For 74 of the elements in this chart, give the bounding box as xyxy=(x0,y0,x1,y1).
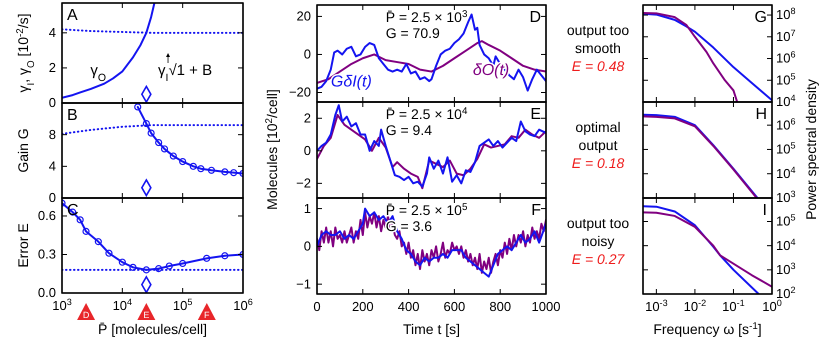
y-tick-label: 0 xyxy=(48,95,56,110)
text: optimal output xyxy=(575,119,621,153)
y-tick-label: 0.3 xyxy=(38,246,56,262)
x-tick-label: 400 xyxy=(398,299,420,314)
annotation: G = 70.9 xyxy=(386,25,440,41)
x-tick-label: 10$^{-3}$ xyxy=(645,298,668,314)
y-tick-label: 20 xyxy=(296,8,311,24)
annotation: G = 9.4 xyxy=(386,122,432,138)
x-tick-label: 200 xyxy=(352,299,374,314)
y-tick-label: 10$^{5}$ xyxy=(776,71,796,88)
y-axis-title: Power spectral density xyxy=(803,79,819,220)
chart-title: G xyxy=(754,9,767,26)
y-tick-label: 10$^{5}$ xyxy=(776,212,796,229)
chart-title: D xyxy=(529,9,541,26)
y-tick-label: 10$^{4}$ xyxy=(776,164,796,181)
y-tick-label: −1 xyxy=(296,276,311,292)
text: D xyxy=(82,310,90,320)
x-tick-label: 10$^{5}$ xyxy=(172,297,192,314)
y-axis-title: Error E xyxy=(15,223,31,268)
chart-title: H xyxy=(755,106,767,123)
y-tick-label: 4 xyxy=(48,158,56,174)
x-axis-title: Time t [s] xyxy=(402,321,460,337)
y-tick-label: 10$^{7}$ xyxy=(776,28,796,44)
y-tick-label: 2 xyxy=(48,60,56,76)
y-tick-label: 10$^{4}$ xyxy=(776,93,796,110)
y-tick-label: 4 xyxy=(48,24,56,40)
y-tick-label: 0 xyxy=(48,190,56,206)
x-tick-label: 10$^{-2}$ xyxy=(684,298,706,314)
series-label: GδI(t) xyxy=(330,73,372,90)
text: F xyxy=(204,310,210,320)
y-tick-label: 0 xyxy=(304,142,311,158)
y-tick-label: 0 xyxy=(304,46,311,62)
text: E xyxy=(143,310,150,320)
y-tick-label: 10$^{4}$ xyxy=(776,236,796,253)
y-tick-label: 8 xyxy=(48,126,56,142)
text: E = 0.48 xyxy=(572,58,624,74)
x-tick-label: 10$^{6}$ xyxy=(233,297,253,314)
y-tick-label: 1 xyxy=(304,200,311,216)
x-tick-label: 10$^{4}$ xyxy=(112,297,132,314)
annotation: P̄ = 2.5 × 10$^{4}$ xyxy=(386,106,468,122)
y-tick-label: 0.6 xyxy=(38,208,56,224)
annotation: γ$_{O}$ xyxy=(90,62,106,84)
y-tick-label: 10$^{6}$ xyxy=(776,116,796,132)
x-tick-label: 10$^{-1}$ xyxy=(722,298,745,314)
y-tick-label: 2 xyxy=(304,110,311,126)
x-tick-label: 0 xyxy=(313,299,321,314)
x-tick-label: 10$^{0}$ xyxy=(762,298,782,314)
chart-title: A xyxy=(67,7,78,24)
text: output too smooth xyxy=(566,22,630,56)
x-tick-label: 600 xyxy=(444,299,466,314)
chart-title: E xyxy=(530,106,541,123)
y-tick-label: 0 xyxy=(304,238,311,254)
x-axis-title: P̄ [molecules/cell] xyxy=(98,321,207,337)
y-tick-label: 10$^{6}$ xyxy=(776,50,796,66)
text: output too noisy xyxy=(566,215,630,249)
y-axis-title: Gain G xyxy=(15,128,31,173)
y-tick-label: 0.0 xyxy=(38,285,56,300)
annotation: P̄ = 2.5 × 10$^{3}$ xyxy=(386,8,468,25)
x-axis-title: Frequency ω [s$^{-1}$] xyxy=(653,320,762,337)
text: E = 0.27 xyxy=(572,251,626,267)
y-tick-label: 10$^{3}$ xyxy=(776,261,796,277)
chart-title: F xyxy=(531,202,542,219)
x-tick-label: 800 xyxy=(489,299,512,314)
y-tick-label: 10$^{5}$ xyxy=(776,140,796,157)
annotation: P̄ = 2.5 × 10$^{5}$ xyxy=(386,202,468,218)
x-tick-label: 1000 xyxy=(532,299,560,314)
annotation: γ$_{I}$√1 + B xyxy=(158,62,212,84)
chart-title: B xyxy=(67,107,78,124)
chart-title: I xyxy=(762,202,767,219)
y-tick-label: −2 xyxy=(296,176,311,191)
y-tick-label: −20 xyxy=(288,84,311,100)
y-tick-label: 10$^{3}$ xyxy=(776,189,796,206)
text: E = 0.18 xyxy=(572,155,624,171)
y-tick-label: 10$^{8}$ xyxy=(776,6,796,22)
